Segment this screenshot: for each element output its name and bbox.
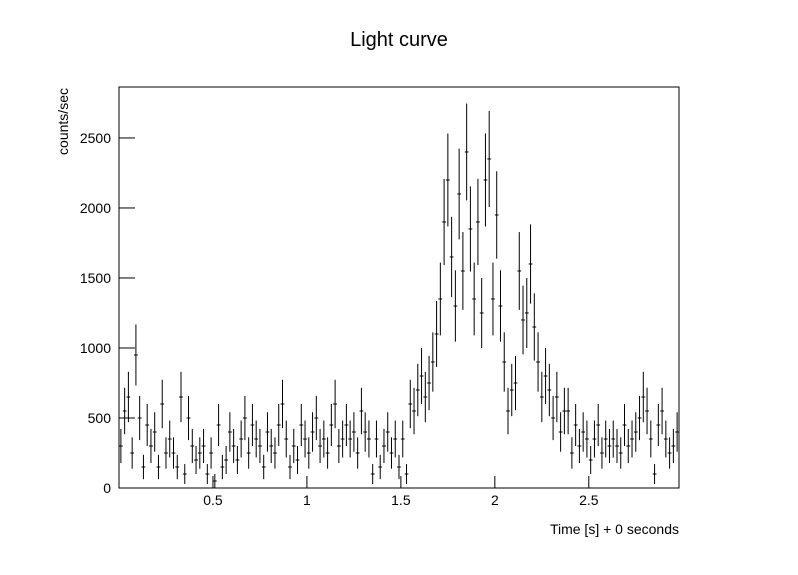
chart-title: Light curve [350, 29, 448, 51]
y-tick-label: 2000 [80, 200, 111, 216]
x-tick-label: 1.5 [391, 492, 411, 508]
plot-frame [118, 86, 680, 489]
y-tick-label: 0 [103, 480, 111, 496]
y-tick-label: 500 [88, 410, 112, 426]
y-tick-label: 1000 [80, 340, 111, 356]
x-tick-label: 0.5 [203, 492, 223, 508]
x-tick-label: 2.5 [579, 492, 599, 508]
y-axis-title: counts/sec [55, 88, 71, 155]
y-tick-label: 2500 [80, 130, 111, 146]
x-tick-label: 2 [491, 492, 499, 508]
x-tick-label: 1 [303, 492, 311, 508]
y-tick-label: 1500 [80, 270, 111, 286]
x-axis-title: Time [s] + 0 seconds [550, 521, 679, 537]
